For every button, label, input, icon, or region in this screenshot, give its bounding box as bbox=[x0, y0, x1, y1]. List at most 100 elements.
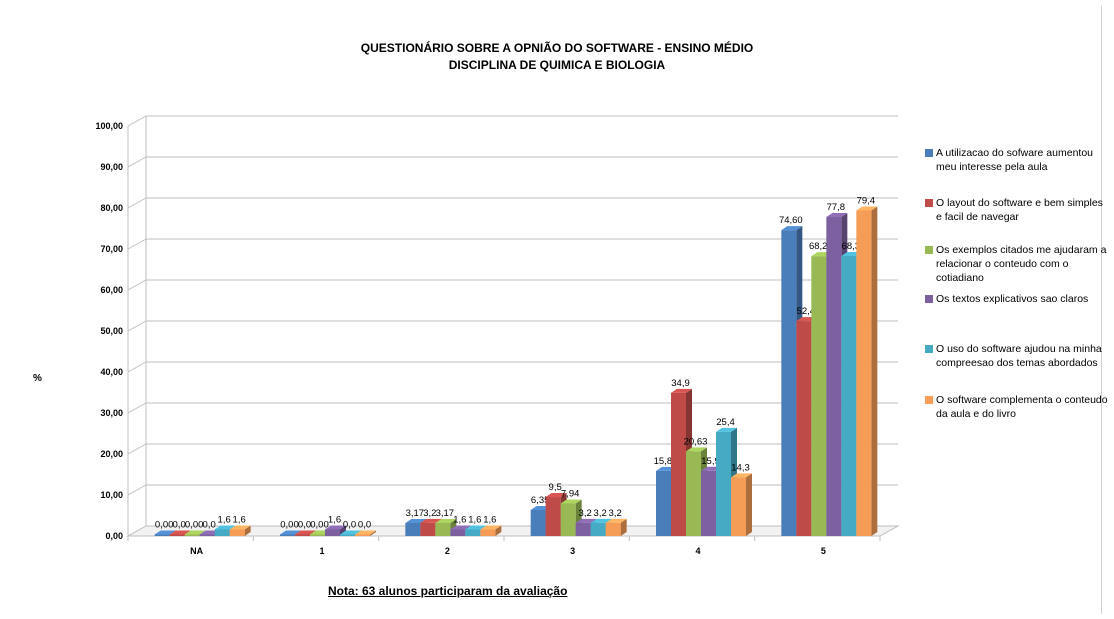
bar-side bbox=[244, 525, 251, 536]
bar-top bbox=[856, 206, 878, 211]
bar bbox=[355, 534, 370, 536]
chart-title-line-1: QUESTIONÁRIO SOBRE A OPNIÃO DO SOFTWARE … bbox=[360, 41, 754, 55]
bar bbox=[590, 522, 606, 536]
bar bbox=[214, 529, 230, 536]
legend-item: Os textos explicativos sao claros bbox=[925, 292, 1110, 306]
data-label: 68,3 bbox=[842, 241, 861, 252]
data-label: 7,94 bbox=[561, 488, 580, 499]
bar-top bbox=[560, 499, 582, 504]
y-tick-label: 80,00 bbox=[100, 203, 123, 213]
legend-swatch bbox=[925, 295, 933, 303]
bar-top bbox=[405, 519, 427, 524]
bar-top bbox=[465, 525, 487, 530]
bar bbox=[280, 534, 295, 536]
data-label: 0,0 bbox=[173, 520, 186, 531]
data-label: 0,00 bbox=[155, 520, 174, 531]
bar-top bbox=[340, 530, 361, 535]
bar bbox=[450, 529, 466, 536]
bar-side bbox=[495, 525, 502, 536]
bar-top bbox=[214, 525, 236, 530]
legend-item: O layout do software e bem simples e fac… bbox=[925, 196, 1110, 224]
x-tick-label: 1 bbox=[319, 546, 324, 556]
bar-top bbox=[229, 525, 251, 530]
data-label: 77,8 bbox=[827, 202, 846, 213]
bar bbox=[340, 534, 355, 536]
chart-frame bbox=[6, 6, 1102, 614]
bar bbox=[781, 230, 797, 536]
bar bbox=[856, 210, 872, 536]
data-label: 0,0 bbox=[298, 520, 311, 531]
bar-top bbox=[686, 447, 707, 452]
gridline-depth bbox=[127, 115, 147, 127]
bar-top bbox=[590, 518, 612, 523]
legend-label: O uso do software ajudou na minha compre… bbox=[936, 343, 1102, 369]
y-tick-label: 10,00 bbox=[100, 490, 123, 500]
bar bbox=[435, 523, 451, 536]
y-tick-label: 100,00 bbox=[95, 121, 123, 131]
bar bbox=[560, 503, 576, 536]
y-tick-label: 0,00 bbox=[105, 531, 123, 541]
bar bbox=[420, 522, 436, 536]
bar bbox=[310, 534, 325, 536]
bar-top bbox=[325, 525, 346, 530]
data-label: 0,00 bbox=[310, 520, 329, 531]
bar-side bbox=[370, 530, 376, 536]
bar-top bbox=[169, 530, 191, 535]
bar-top bbox=[716, 427, 737, 432]
data-label: 1,6 bbox=[453, 514, 466, 525]
bar bbox=[605, 522, 621, 536]
chart-note: Nota: 63 alunos participaram da avaliaçã… bbox=[328, 584, 568, 598]
bar bbox=[530, 509, 546, 536]
data-label: 0,0 bbox=[343, 520, 356, 531]
data-label: 68,25 bbox=[809, 241, 833, 252]
bar bbox=[811, 256, 827, 536]
data-label: 3,2 bbox=[579, 508, 592, 519]
gridline-depth bbox=[127, 402, 147, 414]
legend-item: O uso do software ajudou na minha compre… bbox=[925, 342, 1110, 370]
legend-label: Os textos explicativos sao claros bbox=[936, 293, 1089, 305]
bar-top bbox=[154, 530, 176, 535]
legend-swatch bbox=[925, 345, 933, 353]
bar bbox=[701, 470, 716, 536]
y-tick-label: 40,00 bbox=[100, 367, 123, 377]
bar-top bbox=[605, 518, 627, 523]
data-label: 0,00 bbox=[280, 520, 299, 531]
data-label: 15,9 bbox=[701, 456, 720, 467]
data-label: 1,6 bbox=[328, 514, 341, 525]
y-tick-label: 20,00 bbox=[100, 449, 123, 459]
bar bbox=[480, 529, 496, 536]
gridline-depth bbox=[127, 320, 147, 332]
legend-swatch bbox=[925, 396, 933, 404]
data-label: 52,4 bbox=[797, 306, 816, 317]
bar-top bbox=[280, 530, 301, 535]
data-label: 1,6 bbox=[218, 514, 231, 525]
gridline-depth bbox=[127, 484, 147, 496]
bar-side bbox=[340, 525, 346, 536]
x-tick-label: NA bbox=[190, 546, 203, 556]
bar-top bbox=[450, 525, 472, 530]
data-label: 74,60 bbox=[779, 215, 803, 226]
bar bbox=[295, 534, 310, 536]
bar-top bbox=[480, 525, 502, 530]
bar-side bbox=[620, 518, 627, 536]
gridline-depth bbox=[127, 279, 147, 291]
bar bbox=[716, 431, 731, 536]
bar-top bbox=[781, 226, 803, 231]
gridline-depth bbox=[127, 238, 147, 250]
data-label: 9,5 bbox=[549, 482, 562, 493]
bar bbox=[405, 523, 421, 536]
chart-title-line-2: DISCIPLINA DE QUIMICA E BIOLOGIA bbox=[448, 58, 666, 72]
data-label: 3,17 bbox=[436, 508, 455, 519]
legend-swatch bbox=[925, 246, 933, 254]
bar-top bbox=[355, 530, 376, 535]
data-label: 25,4 bbox=[716, 417, 735, 428]
bar-top bbox=[295, 530, 316, 535]
y-tick-label: 90,00 bbox=[100, 162, 123, 172]
bar-top bbox=[545, 493, 567, 498]
bar-top bbox=[184, 530, 206, 535]
y-tick-label: 30,00 bbox=[100, 408, 123, 418]
bar bbox=[325, 529, 340, 536]
bar-side bbox=[871, 206, 878, 536]
data-label: 3,2 bbox=[594, 508, 607, 519]
